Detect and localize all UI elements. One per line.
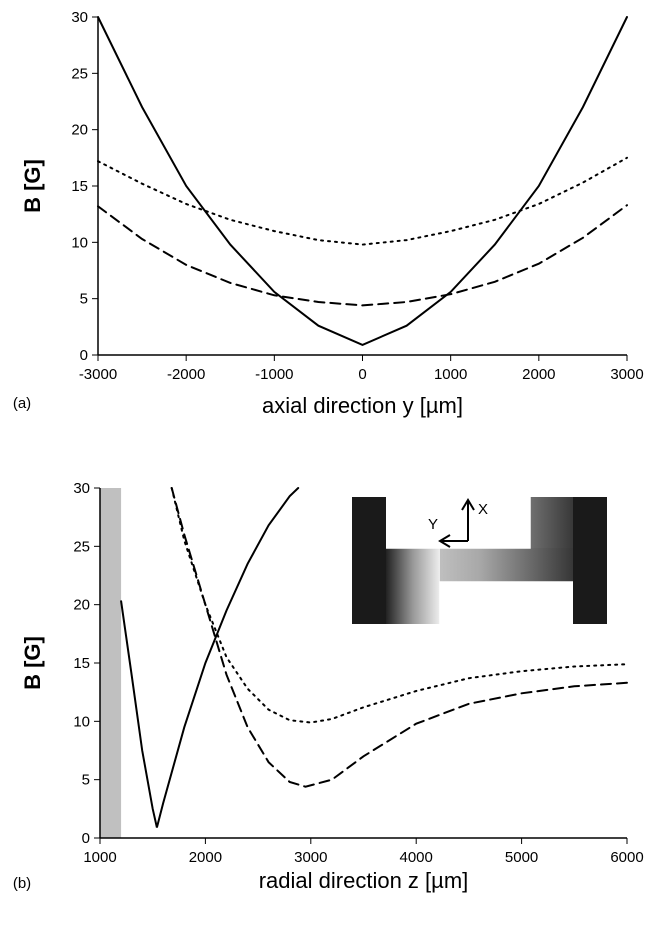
data-line — [121, 488, 298, 828]
panel-label: (a) — [13, 395, 31, 412]
y-tick-label: 0 — [80, 347, 88, 364]
y-tick-label: 10 — [71, 234, 88, 251]
x-tick-label: 1000 — [434, 366, 467, 383]
y-tick-label: 15 — [73, 655, 90, 672]
y-tick-label: 15 — [71, 178, 88, 195]
x-axis-label: axial direction y [µm] — [262, 393, 463, 418]
shaded-region — [100, 488, 121, 838]
x-tick-label: 3000 — [610, 366, 643, 383]
y-tick-label: 20 — [71, 122, 88, 139]
x-tick-label: 6000 — [610, 849, 643, 866]
y-axis-label: B [G] — [20, 636, 45, 690]
y-tick-label: 10 — [73, 713, 90, 730]
x-tick-label: -1000 — [255, 366, 293, 383]
data-line — [98, 205, 627, 305]
annotation: Y — [428, 516, 438, 533]
y-tick-label: 5 — [82, 772, 90, 789]
x-tick-label: 4000 — [400, 849, 433, 866]
y-tick-label: 0 — [82, 830, 90, 847]
y-tick-label: 25 — [71, 65, 88, 82]
x-tick-label: 1000 — [83, 849, 116, 866]
y-tick-label: 30 — [73, 480, 90, 497]
y-tick-label: 20 — [73, 597, 90, 614]
x-tick-label: 2000 — [189, 849, 222, 866]
panel-label: (b) — [13, 875, 31, 892]
x-tick-label: 3000 — [294, 849, 327, 866]
y-tick-label: 25 — [73, 538, 90, 555]
data-line — [98, 17, 627, 345]
x-tick-label: 5000 — [505, 849, 538, 866]
x-axis-label: radial direction z [µm] — [259, 868, 469, 893]
y-tick-label: 30 — [71, 9, 88, 26]
annotation: X — [478, 501, 488, 518]
x-tick-label: -3000 — [79, 366, 117, 383]
x-tick-label: 0 — [358, 366, 366, 383]
x-tick-label: 2000 — [522, 366, 555, 383]
x-tick-label: -2000 — [167, 366, 205, 383]
y-tick-label: 5 — [80, 291, 88, 308]
figure: 0 5 10 15 20 25 30 -3000 -2000 -1000 0 1000 2000 3000… — [0, 0, 649, 929]
y-axis-label: B [G] — [20, 159, 45, 213]
